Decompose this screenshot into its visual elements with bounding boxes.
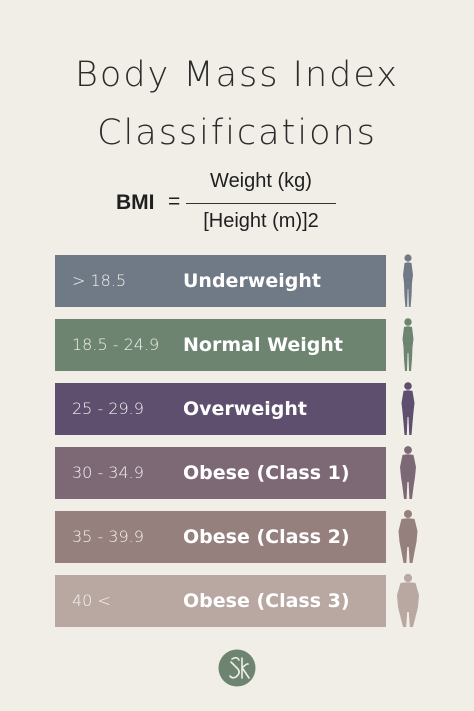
classification-label: Normal Weight [183,334,343,356]
classification-row-overweight: 25 - 29.9 Overweight [0,382,474,435]
bmi-range: 18.5 - 24.9 [72,335,160,354]
classification-label: Obese (Class 3) [183,590,350,612]
classification-label: Overweight [183,398,307,420]
body-silhouette-icon [400,446,416,499]
body-silhouette-icon [398,510,418,563]
classification-bar: 18.5 - 24.9 Normal Weight [55,319,386,371]
body-silhouette-icon [403,254,413,307]
classification-bar: > 18.5 Underweight [55,255,386,307]
classification-bar: 30 - 34.9 Obese (Class 1) [55,447,386,499]
classification-bar: 40 < Obese (Class 3) [55,575,386,627]
classification-row-normal-weight: 18.5 - 24.9 Normal Weight [0,318,474,371]
classification-row-obese-class-1: 30 - 34.9 Obese (Class 1) [0,446,474,499]
fraction-line [186,203,336,204]
formula-equals: = [168,190,181,213]
formula-numerator: Weight (kg) [210,170,312,192]
title-line-2: Classifications [97,113,377,153]
body-silhouette-icon [397,573,419,627]
bmi-range: 25 - 29.9 [72,399,144,418]
bmi-range: > 18.5 [72,271,127,290]
formula-denominator: [Height (m)]2 [203,210,319,232]
classification-row-underweight: > 18.5 Underweight [0,254,474,307]
body-silhouette-icon [402,318,414,371]
bmi-range: 35 - 39.9 [72,527,144,546]
classification-row-obese-class-3: 40 < Obese (Class 3) [0,573,474,627]
classification-bar: 25 - 29.9 Overweight [55,383,386,435]
body-silhouette-icon [401,382,415,435]
monogram-logo-icon [218,649,256,687]
classification-label: Underweight [183,270,321,292]
classification-label: Obese (Class 1) [183,462,350,484]
classification-bar: 35 - 39.9 Obese (Class 2) [55,511,386,563]
bmi-formula: BMI = Weight (kg) [Height (m)]2 [0,168,474,240]
bmi-range: 40 < [72,591,111,610]
classification-row-obese-class-2: 35 - 39.9 Obese (Class 2) [0,510,474,563]
page-title: Body Mass Index Classifications [0,46,474,162]
formula-label: BMI [116,191,155,214]
classification-label: Obese (Class 2) [183,526,350,548]
bmi-range: 30 - 34.9 [72,463,144,482]
title-line-1: Body Mass Index [75,55,399,95]
